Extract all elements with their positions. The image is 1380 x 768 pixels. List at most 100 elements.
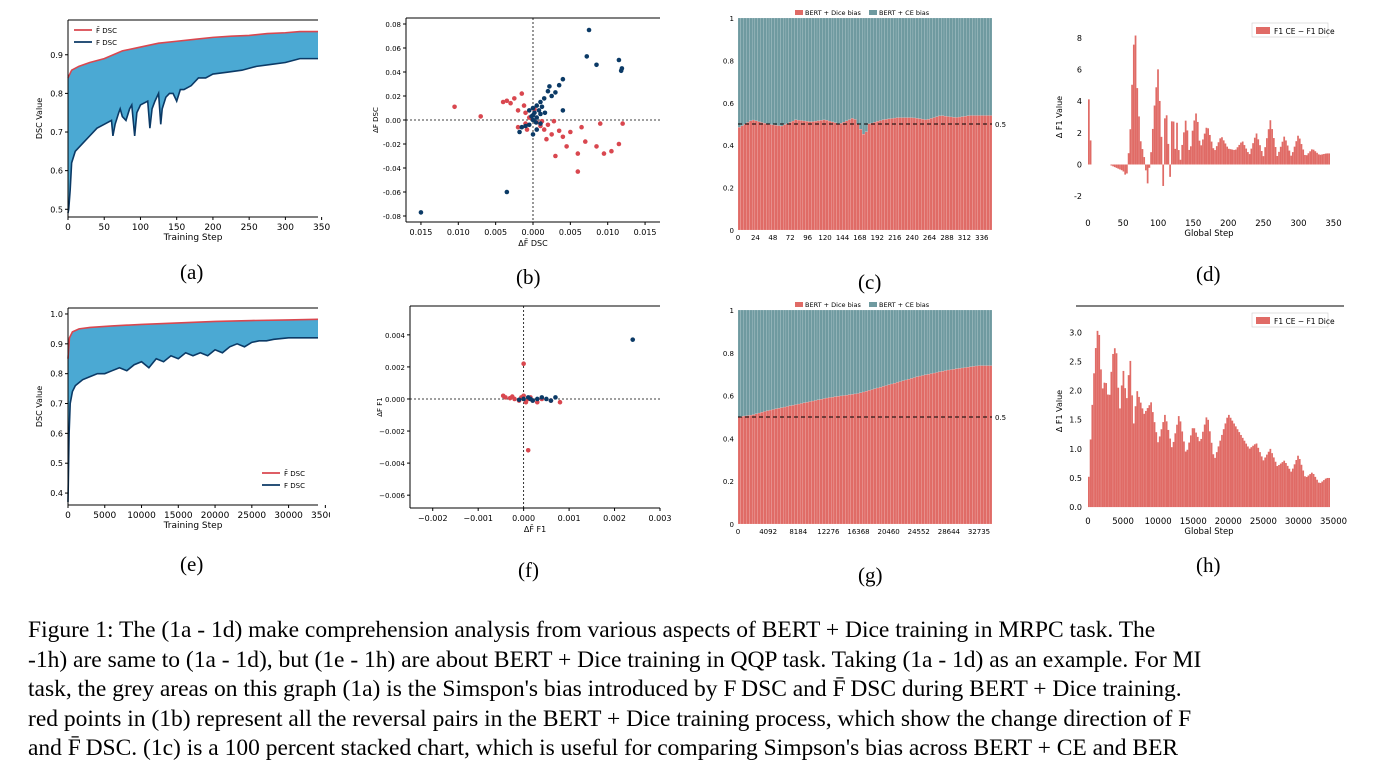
y-tick-label: 1.0 xyxy=(1069,445,1082,454)
difference-bar xyxy=(1167,429,1170,508)
y-tick-label: 4 xyxy=(1077,97,1082,106)
x-tick-label: 0 xyxy=(65,223,71,233)
difference-bar xyxy=(1205,417,1208,508)
bar-dice-bias xyxy=(740,125,744,231)
difference-bar xyxy=(1098,334,1101,508)
bar-dice-bias xyxy=(952,117,956,231)
x-tick-label: 35000 xyxy=(1320,517,1347,527)
difference-bar xyxy=(1253,137,1256,165)
difference-bar xyxy=(1212,454,1215,508)
panel-label-a: (a) xyxy=(180,260,204,284)
bar-dice-bias xyxy=(811,400,815,525)
difference-bar xyxy=(1260,456,1263,508)
difference-bar xyxy=(1200,145,1203,165)
bar-ce-bias xyxy=(845,309,849,396)
difference-bar xyxy=(1295,460,1298,508)
x-tick-label: 144 xyxy=(836,234,850,242)
y-tick-label: 3.0 xyxy=(1069,328,1082,337)
scatter-point-red xyxy=(568,129,573,135)
bar-ce-bias xyxy=(901,17,905,118)
y-tick-label: 8 xyxy=(1077,34,1082,43)
y-tick-label: 0.002 xyxy=(385,364,405,372)
bar-dice-bias xyxy=(853,393,857,525)
bar-ce-bias xyxy=(966,309,970,368)
bar-ce-bias xyxy=(802,309,806,403)
legend-label-ce: BERT + CE bias xyxy=(879,9,930,17)
difference-bar xyxy=(1293,464,1296,508)
bar-ce-bias xyxy=(847,17,852,120)
bar-ce-bias xyxy=(822,17,826,121)
bar-dice-bias xyxy=(876,387,880,525)
difference-bar xyxy=(1278,464,1280,508)
difference-bar xyxy=(1238,144,1241,165)
difference-bar xyxy=(1124,388,1127,508)
bar-ce-bias xyxy=(887,309,891,385)
bar-dice-bias xyxy=(977,365,981,525)
difference-bar xyxy=(1260,151,1263,165)
scatter-point-navy xyxy=(538,121,543,126)
caption-line: red points in (1b) represent all the rev… xyxy=(28,705,1192,732)
difference-bar xyxy=(1266,138,1268,165)
difference-bar xyxy=(1271,453,1273,508)
bar-ce-bias xyxy=(847,309,852,395)
bar-ce-bias xyxy=(751,17,756,121)
y-tick-label: -0.02 xyxy=(383,141,401,149)
difference-bar xyxy=(1191,428,1194,508)
bar-ce-bias xyxy=(876,17,880,122)
x-tick-label: 300 xyxy=(1290,219,1306,229)
bar-ce-bias xyxy=(977,17,981,116)
chart-b-scatter: 0.015 0.010 0.005 0.000 0.005 0.010 0.015 -0.08… xyxy=(372,17,660,247)
difference-bar xyxy=(1255,133,1258,165)
bar-dice-bias xyxy=(785,123,789,231)
difference-bar xyxy=(1088,99,1090,165)
difference-bar xyxy=(1266,454,1268,508)
scatter-point-red xyxy=(582,139,588,144)
scatter-point-red xyxy=(579,124,584,130)
bar-ce-bias xyxy=(912,17,916,119)
scatter-point-red xyxy=(523,399,529,405)
bar-dice-bias xyxy=(989,365,993,525)
bar-ce-bias xyxy=(853,17,857,120)
difference-bar xyxy=(1113,348,1116,508)
difference-bar xyxy=(1269,120,1272,165)
difference-bar xyxy=(1210,141,1213,165)
difference-bar xyxy=(1309,151,1311,165)
y-tick-label: 0.6 xyxy=(50,429,63,438)
bar-ce-bias xyxy=(825,17,829,121)
difference-bar xyxy=(1203,424,1206,508)
x-tick-label: 192 xyxy=(871,234,884,242)
difference-bar xyxy=(1304,476,1306,508)
difference-bar xyxy=(1291,468,1294,508)
bar-ce-bias xyxy=(845,17,849,122)
bar-ce-bias xyxy=(952,309,956,370)
scatter-point-red xyxy=(515,108,521,113)
difference-bar xyxy=(1219,440,1222,508)
x-tick-label: 30000 xyxy=(274,511,303,521)
scatter-point-red xyxy=(544,136,549,142)
y-tick-label: 0.6 xyxy=(50,167,63,176)
bar-dice-bias xyxy=(898,381,902,525)
difference-bar xyxy=(1323,480,1325,508)
bar-ce-bias xyxy=(943,309,947,371)
difference-bar xyxy=(1134,35,1137,165)
bar-dice-bias xyxy=(850,394,854,525)
x-tick-label: 216 xyxy=(888,234,902,242)
scatter-point-navy xyxy=(539,395,545,400)
difference-bar xyxy=(1143,413,1146,508)
bar-ce-bias xyxy=(932,309,936,374)
difference-bar xyxy=(1278,151,1280,165)
bar-dice-bias xyxy=(907,379,911,525)
bar-ce-bias xyxy=(926,17,931,120)
bar-dice-bias xyxy=(859,129,863,231)
difference-bar xyxy=(1122,164,1125,172)
bar-dice-bias xyxy=(938,371,942,525)
x-tick-label: 32735 xyxy=(968,528,990,536)
bar-dice-bias xyxy=(870,389,874,525)
bar-ce-bias xyxy=(943,17,947,117)
bar-ce-bias xyxy=(862,17,866,135)
bar-ce-bias xyxy=(949,17,953,118)
bar-ce-bias xyxy=(946,309,950,371)
bar-dice-bias xyxy=(912,117,916,231)
bar-dice-bias xyxy=(893,383,897,525)
x-tick-label: 28644 xyxy=(938,528,961,536)
